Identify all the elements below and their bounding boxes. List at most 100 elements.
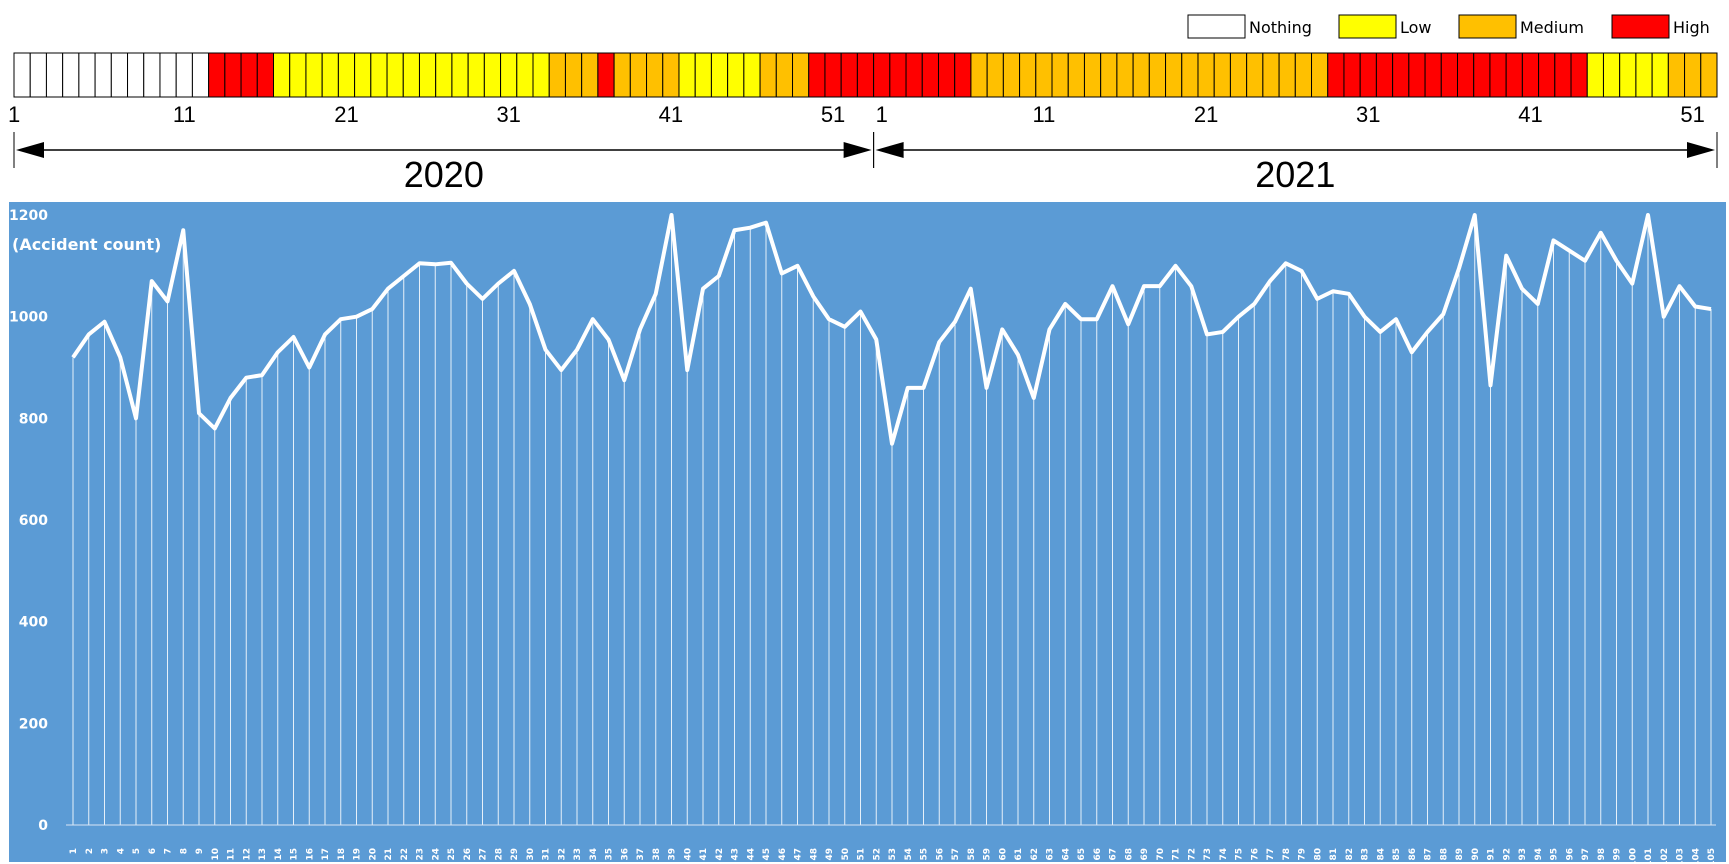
legend-label: Nothing — [1249, 18, 1312, 37]
y-axis: 0 200 400 600 800 1000 1200 — [9, 208, 48, 834]
x-tick-label: 104 — [1691, 848, 1701, 864]
risk-level-band — [13, 52, 1718, 98]
legend-swatch — [1458, 14, 1517, 39]
band-cell-nothing — [159, 52, 177, 98]
band-cell-low — [305, 52, 323, 98]
band-cell-low — [289, 52, 307, 98]
band-cell-low — [1586, 52, 1604, 98]
band-cell-medium — [1132, 52, 1150, 98]
arrow-right-icon — [1687, 142, 1715, 158]
legend-label: High — [1673, 18, 1710, 37]
band-cell-medium — [613, 52, 631, 98]
legend-item-low: Low — [1338, 14, 1432, 39]
band-cell-low — [321, 52, 339, 98]
band-cell-medium — [1278, 52, 1296, 98]
band-cell-nothing — [78, 52, 96, 98]
y-axis-label: (Accident count) — [12, 235, 161, 254]
x-tick-label: 46 — [778, 848, 788, 861]
band-cell-low — [532, 52, 550, 98]
band-cell-medium — [1019, 52, 1037, 98]
year-spans: 2020 2021 — [13, 132, 1718, 195]
band-cell-high — [889, 52, 907, 98]
band-cell-low — [451, 52, 469, 98]
band-cell-low — [710, 52, 729, 98]
band-cell-low — [678, 52, 696, 98]
x-tick-label: 53 — [888, 848, 898, 861]
x-tick-label: 8 — [179, 848, 189, 854]
band-cell-medium — [1035, 52, 1053, 98]
x-tick-label: 71 — [1172, 848, 1182, 861]
x-tick-label: 40 — [683, 848, 693, 861]
band-cell-nothing — [127, 52, 145, 98]
x-tick-label: 47 — [794, 848, 804, 861]
x-tick-label: 9 — [195, 848, 205, 854]
x-tick-label: 86 — [1408, 848, 1418, 861]
band-cell-high — [1359, 52, 1377, 98]
x-tick-label: 16 — [305, 848, 315, 861]
x-tick-label: 22 — [400, 848, 410, 861]
band-cell-high — [873, 52, 891, 98]
x-tick-label: 14 — [274, 848, 284, 861]
band-cell-medium — [629, 52, 648, 98]
x-tick-label: 56 — [935, 848, 945, 861]
band-cell-medium — [759, 52, 777, 98]
week-label: 21 — [1194, 102, 1218, 127]
x-tick-label: 15 — [290, 848, 300, 861]
band-cell-high — [1408, 52, 1426, 98]
band-cell-high — [240, 52, 258, 98]
band-cell-medium — [1148, 52, 1167, 98]
x-tick-label: 33 — [573, 848, 583, 861]
x-tick-label: 57 — [951, 848, 961, 861]
band-cell-low — [694, 52, 712, 98]
band-cell-low — [1635, 52, 1653, 98]
band-cell-high — [1473, 52, 1491, 98]
y-tick-label: 200 — [19, 716, 48, 732]
y-tick-label: 1200 — [9, 208, 48, 224]
week-label: 41 — [659, 102, 683, 127]
x-tick-label: 96 — [1565, 848, 1575, 861]
x-tick-label: 92 — [1502, 848, 1512, 861]
band-cell-medium — [548, 52, 566, 98]
x-tick-label: 64 — [1061, 848, 1071, 861]
legend-item-high: High — [1611, 14, 1710, 39]
x-tick-label: 73 — [1203, 848, 1213, 861]
band-cell-nothing — [191, 52, 210, 98]
y-tick-label: 1000 — [9, 310, 48, 326]
band-cell-low — [418, 52, 437, 98]
band-cell-medium — [1246, 52, 1264, 98]
x-tick-label: 83 — [1361, 848, 1371, 861]
x-tick-label: 97 — [1581, 848, 1591, 861]
week-label: 21 — [334, 102, 358, 127]
band-cell-high — [1505, 52, 1523, 98]
band-cell-low — [354, 52, 372, 98]
x-tick-label: 48 — [809, 848, 819, 861]
x-tick-label: 66 — [1093, 848, 1103, 861]
x-tick-label: 13 — [258, 848, 268, 861]
x-tick-label: 72 — [1187, 848, 1197, 861]
x-tick-label: 61 — [1014, 848, 1024, 861]
band-cell-low — [500, 52, 518, 98]
band-cell-medium — [1165, 52, 1183, 98]
year-span-2021: 2021 — [873, 132, 1718, 195]
band-cell-medium — [1262, 52, 1280, 98]
x-tick-label: 30 — [526, 848, 536, 861]
band-cell-low — [727, 52, 745, 98]
arrow-left-icon — [16, 142, 44, 158]
band-cell-low — [435, 52, 453, 98]
x-tick-label: 44 — [746, 848, 756, 861]
x-tick-label: 99 — [1613, 848, 1623, 861]
band-cell-medium — [662, 52, 680, 98]
x-tick-label: 85 — [1392, 848, 1402, 861]
x-tick-label: 23 — [416, 848, 426, 861]
x-tick-label: 88 — [1439, 848, 1449, 861]
band-cell-low — [370, 52, 388, 98]
band-cell-medium — [646, 52, 664, 98]
band-cell-medium — [792, 52, 810, 98]
band-cell-high — [954, 52, 972, 98]
legend-item-medium: Medium — [1458, 14, 1584, 39]
x-tick-label: 69 — [1140, 848, 1150, 861]
x-tick-label: 89 — [1455, 848, 1465, 861]
x-tick-label: 91 — [1487, 848, 1497, 861]
x-tick-label: 34 — [589, 848, 599, 861]
band-cell-high — [1392, 52, 1410, 98]
